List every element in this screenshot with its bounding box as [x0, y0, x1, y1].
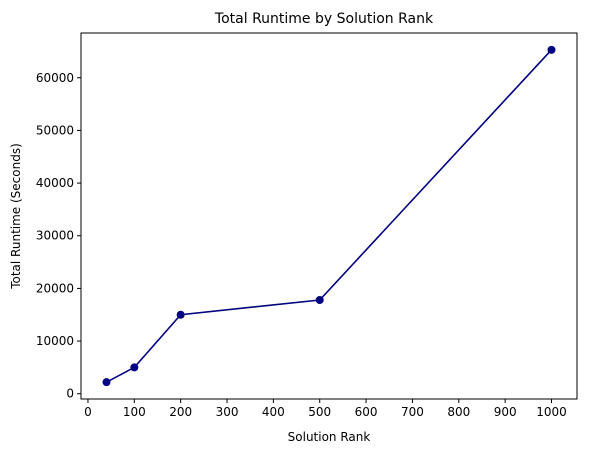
y-tick-label: 30000	[36, 229, 74, 243]
y-tick-label: 60000	[36, 71, 74, 85]
y-tick-label: 40000	[36, 176, 74, 190]
data-point	[315, 295, 324, 304]
x-axis-label: Solution Rank	[288, 430, 371, 444]
series-line	[106, 49, 553, 383]
y-axis: 0 10000 20000 30000 40000 50000 60000	[36, 71, 81, 401]
x-tick-label: 800	[447, 405, 470, 419]
x-tick-label: 700	[401, 405, 424, 419]
x-tick-label: 100	[123, 405, 146, 419]
x-tick-label: 0	[84, 405, 92, 419]
x-tick-label: 600	[355, 405, 378, 419]
plot-area	[102, 45, 556, 387]
x-axis: 0 100 200 300 400 500 600 700 800 900 1000	[84, 399, 567, 419]
y-axis-label: Total Runtime (Seconds)	[9, 143, 23, 290]
plot-frame	[80, 32, 578, 400]
y-tick-label: 50000	[36, 123, 74, 137]
x-tick-label: 1000	[536, 405, 567, 419]
x-tick-label: 300	[216, 405, 239, 419]
data-point	[547, 45, 556, 54]
y-tick-label: 0	[66, 387, 74, 401]
x-tick-label: 500	[308, 405, 331, 419]
chart-title: Total Runtime by Solution Rank	[214, 11, 434, 27]
y-tick-label: 10000	[36, 334, 74, 348]
data-point	[130, 363, 139, 372]
y-tick-label: 20000	[36, 281, 74, 295]
x-tick-label: 200	[169, 405, 192, 419]
x-tick-label: 900	[494, 405, 517, 419]
data-point	[176, 310, 185, 319]
data-point	[102, 378, 111, 387]
x-tick-label: 400	[262, 405, 285, 419]
